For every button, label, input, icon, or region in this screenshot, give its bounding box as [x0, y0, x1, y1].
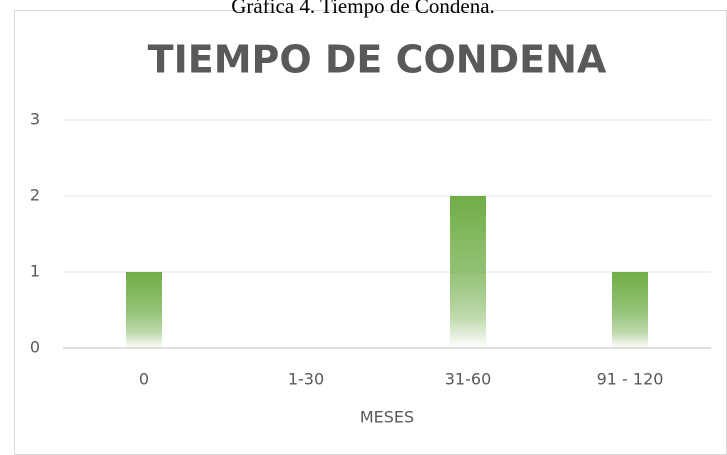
bar [612, 272, 648, 348]
x-axis-label: MESES [360, 408, 414, 427]
y-tick-label: 0 [30, 338, 40, 357]
chart-title: TIEMPO DE CONDENA [148, 38, 607, 82]
x-tick-label: 91 - 120 [597, 370, 664, 389]
x-tick-label: 1-30 [288, 370, 324, 389]
x-tick-label: 0 [139, 370, 149, 389]
y-tick-label: 3 [30, 110, 40, 129]
y-tick-label: 2 [30, 186, 40, 205]
caption: Gráfica 4. Tiempo de Condena. [231, 0, 495, 18]
chart-frame [14, 10, 727, 455]
bar [126, 272, 162, 348]
x-tick-label: 31-60 [445, 370, 492, 389]
bar [450, 196, 486, 348]
y-tick-label: 1 [30, 262, 40, 281]
